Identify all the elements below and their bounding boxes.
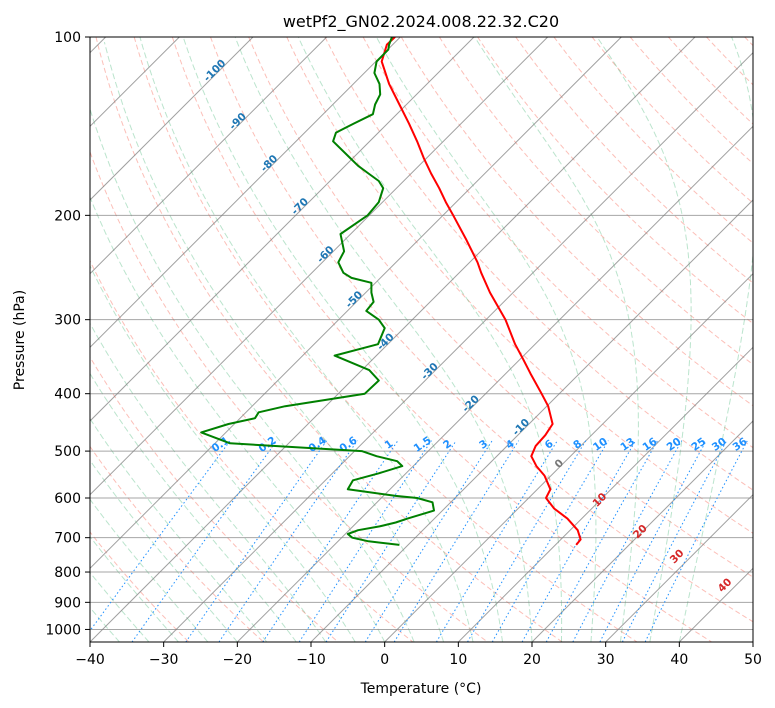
isotherm-line xyxy=(531,420,753,642)
y-axis: 100 200 300 400 500 600 700 800 900 1000 xyxy=(45,30,90,638)
y-tick-label: 800 xyxy=(54,565,81,581)
mixing-ratio-line xyxy=(521,440,637,642)
dry-adiabat-line xyxy=(286,37,753,534)
isotherm-line xyxy=(90,37,622,570)
isotherm-line xyxy=(90,37,328,275)
moist-adiabat-line xyxy=(474,37,639,642)
dry-adiabat-line xyxy=(324,37,753,491)
dewpoint-profile-line xyxy=(200,37,435,546)
isotherm-line xyxy=(457,346,753,642)
dry-adiabat-line xyxy=(90,259,414,642)
chart-title: wetPf2_GN02.2024.008.22.32.C20 xyxy=(283,12,559,32)
dry-adiabat-line xyxy=(95,37,563,642)
isotherm-line xyxy=(605,493,753,642)
isotherm-line xyxy=(90,37,696,642)
mixing-ratio-lines xyxy=(90,440,748,642)
dry-adiabat-line xyxy=(90,445,264,642)
x-tick-label: −40 xyxy=(75,652,105,668)
mixing-ratio-line xyxy=(185,440,328,642)
dry-adiabat-line xyxy=(629,37,753,165)
x-tick-label: 50 xyxy=(744,652,762,668)
moist-adiabat-line xyxy=(182,37,503,642)
mixing-ratio-line xyxy=(364,440,493,642)
moist-adiabat-line xyxy=(90,571,150,642)
isotherm-line xyxy=(163,51,753,642)
y-tick-label: 900 xyxy=(54,595,81,611)
y-tick-label: 500 xyxy=(54,444,81,460)
isotherms xyxy=(90,37,753,642)
dry-adiabat-line xyxy=(553,37,753,244)
dry-adiabat-line xyxy=(171,37,712,642)
isotherm-line xyxy=(236,125,753,642)
isotherm-line xyxy=(90,37,549,496)
moist-adiabat-line xyxy=(90,417,268,642)
isotherm-line xyxy=(752,641,753,642)
moist-adiabat-line xyxy=(90,196,386,642)
x-tick-label: 20 xyxy=(523,652,541,668)
y-tick-label: 600 xyxy=(54,491,81,507)
x-tick-label: −10 xyxy=(296,652,326,668)
isotherm-line xyxy=(384,272,753,642)
y-tick-label: 700 xyxy=(54,531,81,547)
moist-adiabat-line xyxy=(297,37,563,642)
mixing-ratio-line xyxy=(467,440,587,642)
moist-adiabat-line xyxy=(103,41,445,642)
isotherm-line xyxy=(90,37,475,422)
mixing-ratio-line xyxy=(325,440,457,642)
x-tick-label: −20 xyxy=(223,652,253,668)
mixing-ratio-line xyxy=(131,440,278,642)
x-tick-label: −30 xyxy=(149,652,179,668)
isotherm-line xyxy=(90,37,254,201)
mixing-ratio-line xyxy=(393,440,520,642)
moist-adiabat-line xyxy=(375,37,597,642)
mixing-ratio-line xyxy=(298,440,432,642)
x-axis: −40 −30 −20 −10 0 10 20 30 40 50 xyxy=(75,642,762,668)
isotherm-line xyxy=(90,37,401,349)
y-axis-label: Pressure (hPa) xyxy=(12,290,28,390)
plot-frame xyxy=(89,36,754,643)
mixing-ratio-line xyxy=(545,440,659,642)
dry-adiabat-line xyxy=(400,37,753,407)
y-tick-label: 300 xyxy=(54,313,81,329)
dry-adiabat-line xyxy=(248,37,753,578)
mixing-ratio-line xyxy=(262,440,399,642)
dry-adiabat-line xyxy=(133,37,638,642)
x-axis-label: Temperature (°C) xyxy=(360,681,482,697)
x-tick-label: 40 xyxy=(670,652,688,668)
plot-background xyxy=(90,37,753,642)
moist-adiabat-line xyxy=(90,535,179,642)
moist-adiabat-line xyxy=(678,37,753,642)
y-tick-label: 100 xyxy=(54,30,81,46)
moist-adiabat-line xyxy=(139,37,474,642)
moist-adiabat-line xyxy=(90,498,209,642)
isotherm-line xyxy=(310,199,753,642)
moist-adiabat-line xyxy=(596,37,692,642)
dry-adiabat-line xyxy=(210,37,753,623)
profile-series xyxy=(200,37,582,546)
temperature-profile-line xyxy=(380,37,582,546)
mixing-ratio-line xyxy=(435,440,558,642)
mixing-ratio-line xyxy=(90,440,231,632)
y-tick-label: 200 xyxy=(54,208,81,224)
moist-adiabat-line xyxy=(90,459,238,642)
dry-adiabat-line xyxy=(438,37,753,366)
x-tick-label: 0 xyxy=(380,652,389,668)
dry-adiabat-line xyxy=(90,356,339,642)
mixing-ratio-line xyxy=(491,440,609,642)
mixing-ratio-line xyxy=(572,440,683,642)
x-tick-label: 30 xyxy=(597,652,615,668)
x-tick-label: 10 xyxy=(449,652,467,668)
dry-adiabat-line xyxy=(515,37,753,284)
y-tick-label: 400 xyxy=(54,387,81,403)
moist-adiabat-line xyxy=(90,264,356,642)
y-tick-label: 1000 xyxy=(45,622,81,638)
mixing-ratio-line xyxy=(644,440,748,642)
moist-adiabat-line xyxy=(90,107,415,642)
